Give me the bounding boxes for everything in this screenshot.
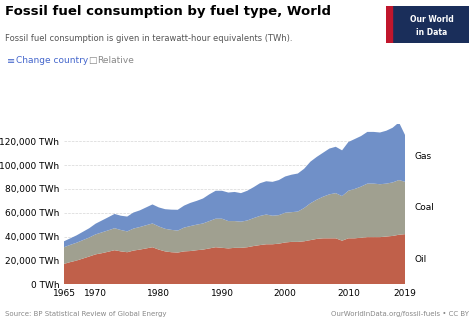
Text: in Data: in Data	[416, 29, 447, 38]
Text: OurWorldInData.org/fossil-fuels • CC BY: OurWorldInData.org/fossil-fuels • CC BY	[331, 311, 469, 317]
Text: □: □	[88, 56, 96, 65]
Text: Relative: Relative	[97, 56, 134, 65]
Text: Oil: Oil	[415, 255, 427, 264]
Text: Fossil fuel consumption by fuel type, World: Fossil fuel consumption by fuel type, Wo…	[5, 5, 331, 18]
Text: Coal: Coal	[415, 204, 435, 213]
Text: Fossil fuel consumption is given in terawatt-hour equivalents (TWh).: Fossil fuel consumption is given in tera…	[5, 34, 292, 43]
Text: Change country: Change country	[16, 56, 88, 65]
Text: ≡: ≡	[7, 56, 15, 66]
Text: Our World: Our World	[410, 15, 454, 24]
Text: Gas: Gas	[415, 152, 432, 161]
FancyBboxPatch shape	[386, 6, 392, 43]
Text: Source: BP Statistical Review of Global Energy: Source: BP Statistical Review of Global …	[5, 311, 166, 317]
